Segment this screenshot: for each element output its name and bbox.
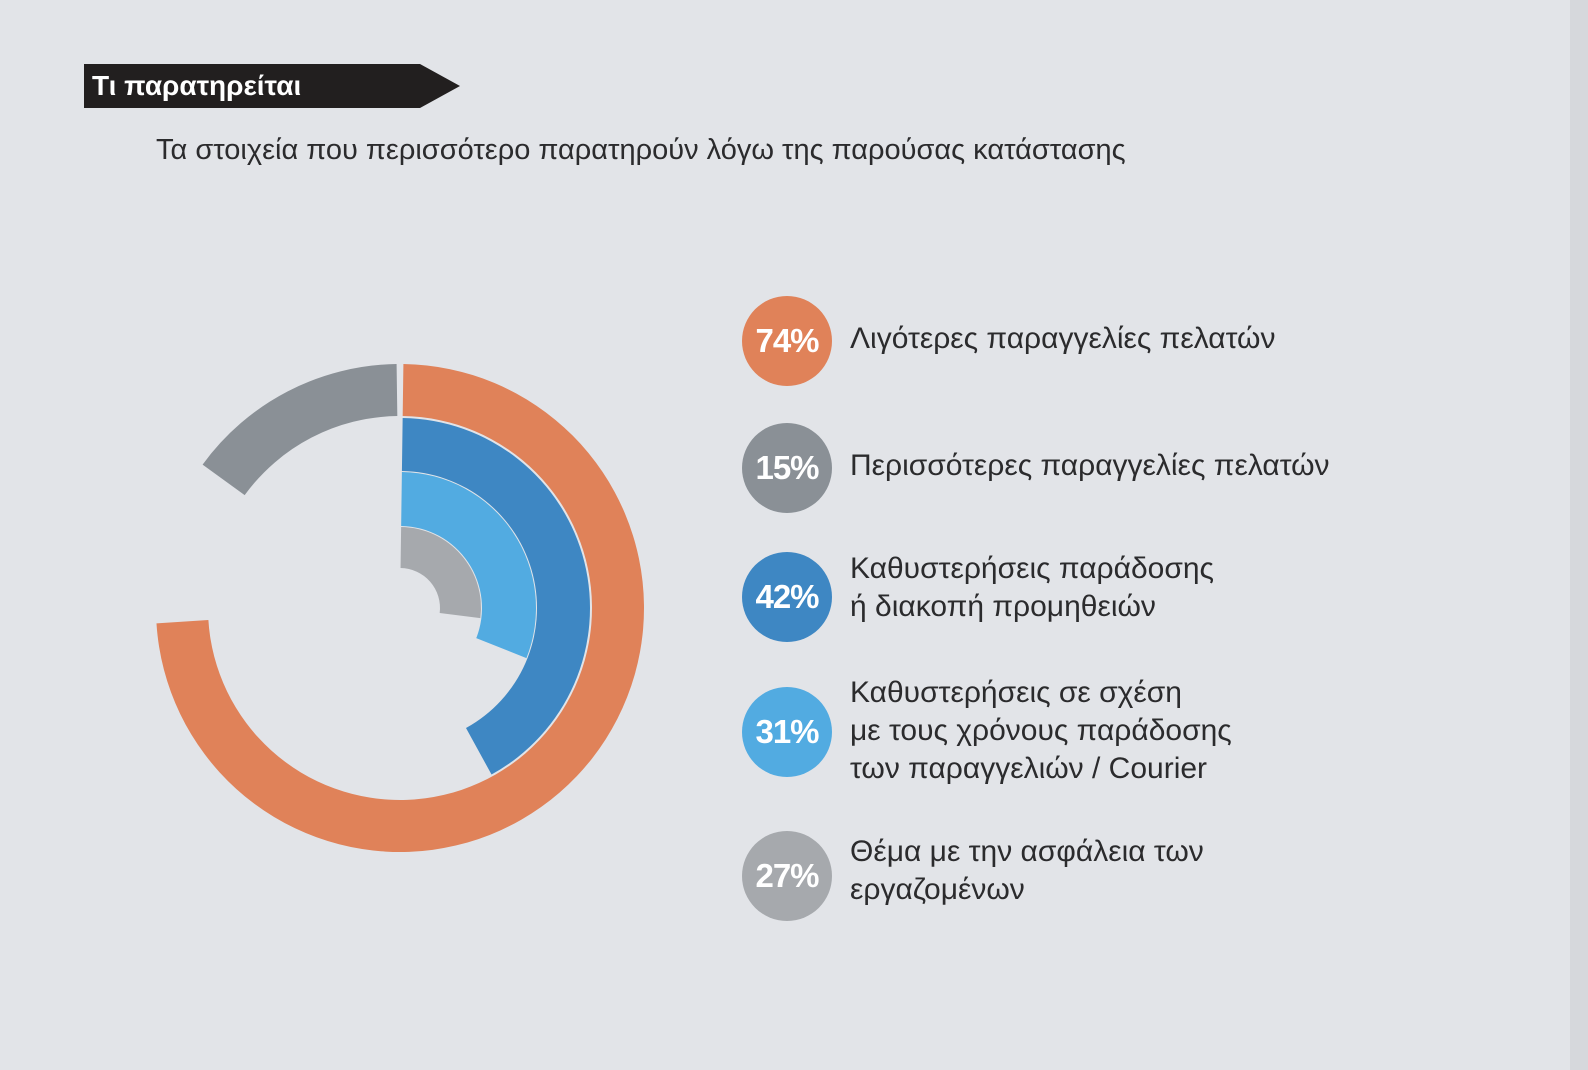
legend-label-line: Λιγότερες παραγγελίες πελατών	[850, 322, 1276, 355]
chart-subtitle: Τα στοιχεία που περισσότερο παρατηρούν λ…	[156, 134, 1126, 166]
legend-label: Λιγότερες παραγγελίες πελατών	[850, 320, 1275, 358]
legend-badge: 31%	[742, 687, 832, 777]
legend-label: Θέμα με την ασφάλεια των εργαζομένων	[850, 833, 1204, 909]
legend-item: 31% Καθυστερήσεις σε σχέση με τους χρόνο…	[742, 676, 1542, 785]
legend-label: Καθυστερήσεις σε σχέση με τους χρόνους π…	[850, 674, 1232, 788]
legend-item: 42% Καθυστερήσεις παράδοσης ή διακοπή πρ…	[742, 552, 1542, 642]
legend-label: Καθυστερήσεις παράδοσης ή διακοπή προμηθ…	[850, 550, 1214, 626]
radial-bar-segment	[400, 527, 481, 619]
legend-label-line: Θέμα με την ασφάλεια των	[850, 835, 1204, 868]
legend-label-line: εργαζομένων	[850, 873, 1025, 906]
tag-arrow-shape	[84, 64, 460, 108]
section-tag-label: Τι παρατηρείται	[92, 70, 302, 101]
legend-item: 27% Θέμα με την ασφάλεια των εργαζομένων	[742, 831, 1542, 921]
legend-label: Περισσότερες παραγγελίες πελατών	[850, 447, 1330, 485]
right-edge-strip	[1570, 0, 1588, 1070]
legend-label-line: Καθυστερήσεις παράδοσης	[850, 552, 1214, 585]
legend-label-line: Καθυστερήσεις σε σχέση	[850, 676, 1182, 709]
radial-bar-segment	[401, 472, 536, 659]
radial-bar-segment	[202, 364, 398, 496]
section-tag: Τι παρατηρείται	[84, 64, 460, 108]
legend-item: 15% Περισσότερες παραγγελίες πελατών	[742, 423, 1542, 513]
legend-label-line: με τους χρόνους παράδοσης	[850, 714, 1232, 747]
radial-bar-chart	[156, 364, 644, 853]
legend-label-line: ή διακοπή προμηθειών	[850, 590, 1156, 623]
legend-badge: 15%	[742, 423, 832, 513]
chart-legend: 74% Λιγότερες παραγγελίες πελατών 15% Πε…	[742, 0, 1562, 1070]
radial-bar-segment	[401, 418, 591, 775]
legend-label-line: Περισσότερες παραγγελίες πελατών	[850, 449, 1330, 482]
legend-item: 74% Λιγότερες παραγγελίες πελατών	[742, 296, 1542, 386]
legend-badge: 42%	[742, 552, 832, 642]
legend-label-line: των παραγγελιών / Courier	[850, 752, 1208, 785]
legend-badge: 74%	[742, 296, 832, 386]
legend-badge: 27%	[742, 831, 832, 921]
